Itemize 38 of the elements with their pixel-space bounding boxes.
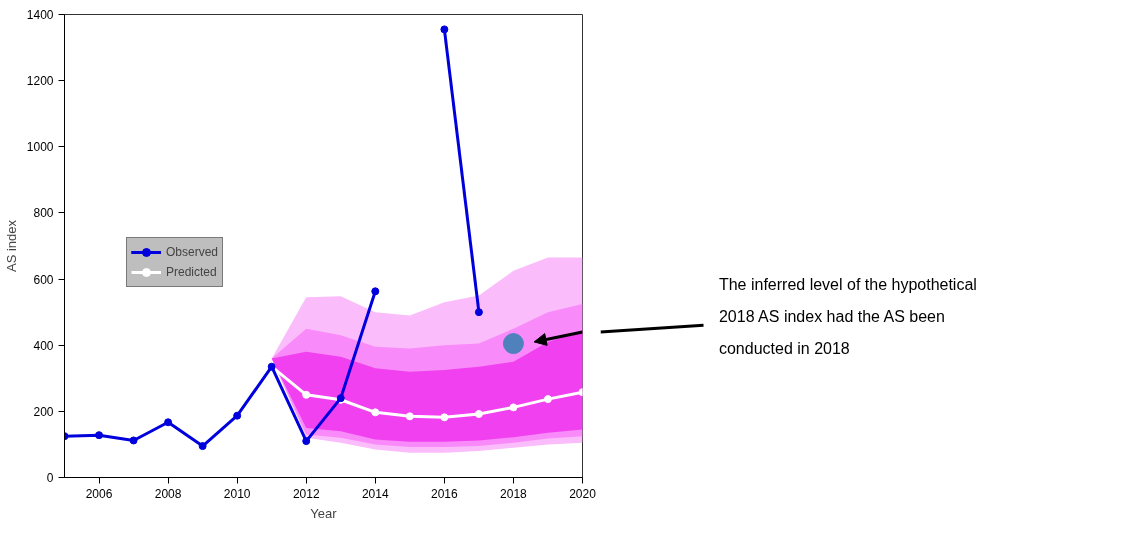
point: [474, 410, 483, 418]
point: [233, 411, 242, 420]
point: [474, 308, 483, 317]
y-tick-label: 1400: [26, 8, 54, 22]
x-tick-label: 2006: [85, 486, 113, 501]
y-tick-label: 200: [33, 404, 54, 419]
x-tick-label: 2016: [431, 486, 459, 501]
point: [371, 287, 380, 296]
point: [302, 390, 311, 399]
x-tick-label: 2010: [223, 486, 251, 501]
x-tick-label: 2008: [154, 486, 182, 501]
point: [164, 418, 173, 427]
x-tick-label: 2014: [361, 486, 389, 501]
point: [405, 412, 414, 421]
x-axis-title: Year: [310, 505, 338, 521]
text: The inferred level of the hypothetical 2018 AS index had the AS been conducted in 2018: [718, 275, 977, 358]
point: [302, 437, 311, 446]
legend-label: Predicted: [166, 265, 217, 279]
y-tick-label: 0: [46, 471, 54, 485]
point: [440, 413, 449, 422]
point: [129, 436, 138, 445]
point: [543, 395, 552, 404]
y-tick-label: 800: [33, 206, 54, 221]
point: [440, 25, 449, 34]
y-tick-label: 600: [33, 272, 54, 287]
x-tick-label: 2018: [500, 486, 528, 501]
y-tick-label: 1200: [26, 74, 54, 89]
y-axis-title: AS index: [3, 219, 19, 273]
x-tick-label: 2012: [292, 486, 320, 501]
point: [371, 408, 380, 417]
y-tick-label: 1000: [26, 140, 54, 155]
point: [198, 442, 207, 451]
point: [95, 431, 104, 440]
y-tick-label: 400: [33, 338, 54, 353]
point: [509, 403, 518, 412]
point: [502, 333, 524, 355]
legend-label: Observed: [166, 245, 219, 259]
x-tick-label: 2020: [569, 486, 597, 501]
